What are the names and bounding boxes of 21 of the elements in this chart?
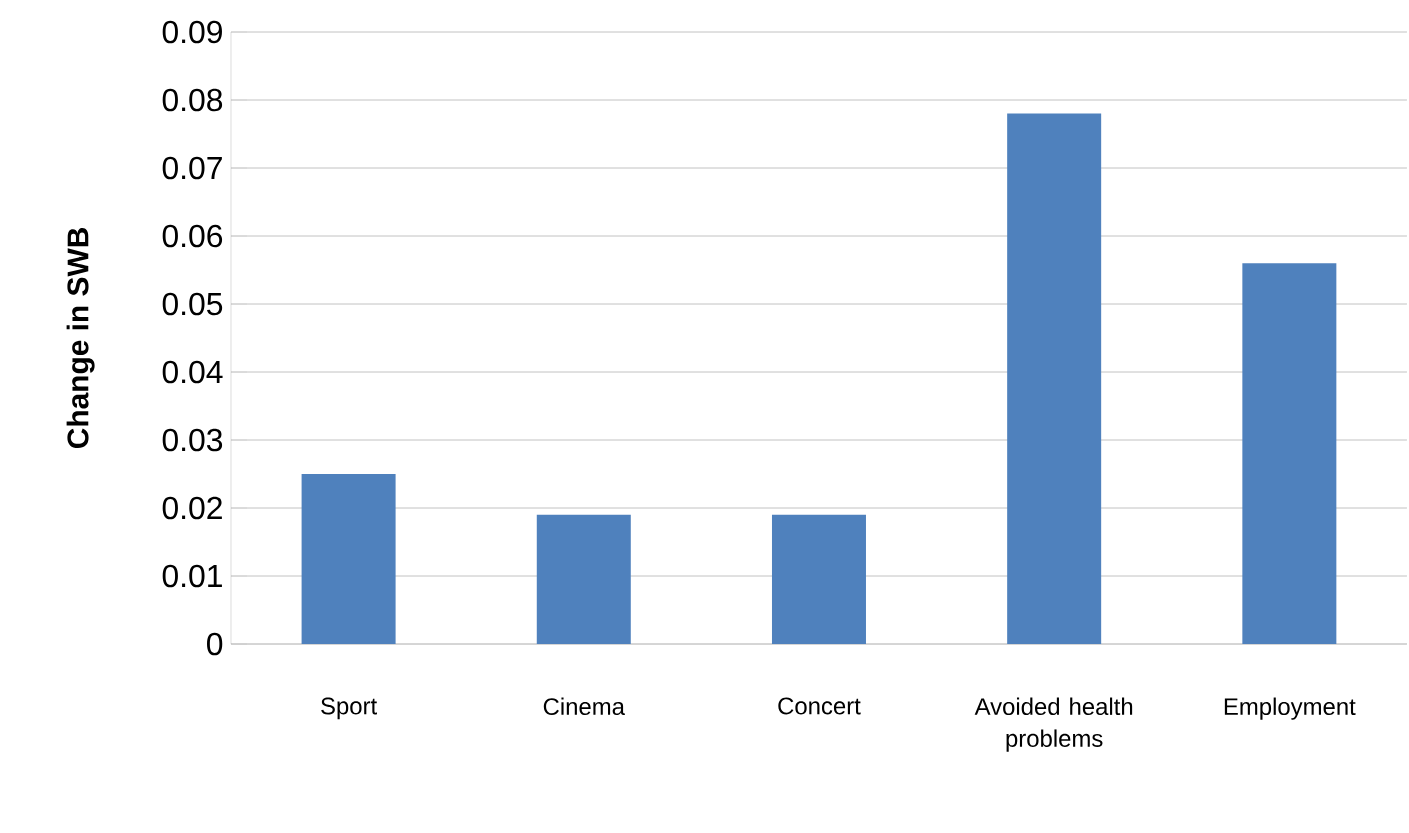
y-tick-label: 0.05 bbox=[162, 292, 223, 316]
y-tick-label: 0.08 bbox=[162, 88, 223, 112]
bar bbox=[771, 514, 866, 644]
y-tick-label: 0.03 bbox=[162, 428, 223, 452]
x-tick-label: Cinema bbox=[543, 697, 625, 716]
x-tick-label: Avoided health problems bbox=[974, 697, 1133, 752]
x-tick-label: Sport bbox=[321, 697, 377, 720]
x-tick-label: Concert bbox=[778, 697, 861, 715]
y-tick-label: 0.01 bbox=[162, 564, 222, 588]
y-tick-label: 0.09 bbox=[162, 20, 222, 44]
x-tick-label: Employment bbox=[1224, 697, 1356, 720]
bar bbox=[1242, 263, 1337, 644]
y-tick-label: 0.07 bbox=[162, 156, 222, 180]
bar bbox=[536, 514, 631, 644]
y-tick-label: 0.04 bbox=[162, 360, 223, 384]
y-tick-label: 0.02 bbox=[162, 496, 222, 520]
y-tick-label: 0.06 bbox=[162, 224, 223, 248]
bar bbox=[301, 474, 396, 644]
bar bbox=[1007, 113, 1102, 644]
y-axis-title: Change in SWB bbox=[66, 228, 95, 449]
y-tick-label: 0 bbox=[207, 632, 223, 656]
